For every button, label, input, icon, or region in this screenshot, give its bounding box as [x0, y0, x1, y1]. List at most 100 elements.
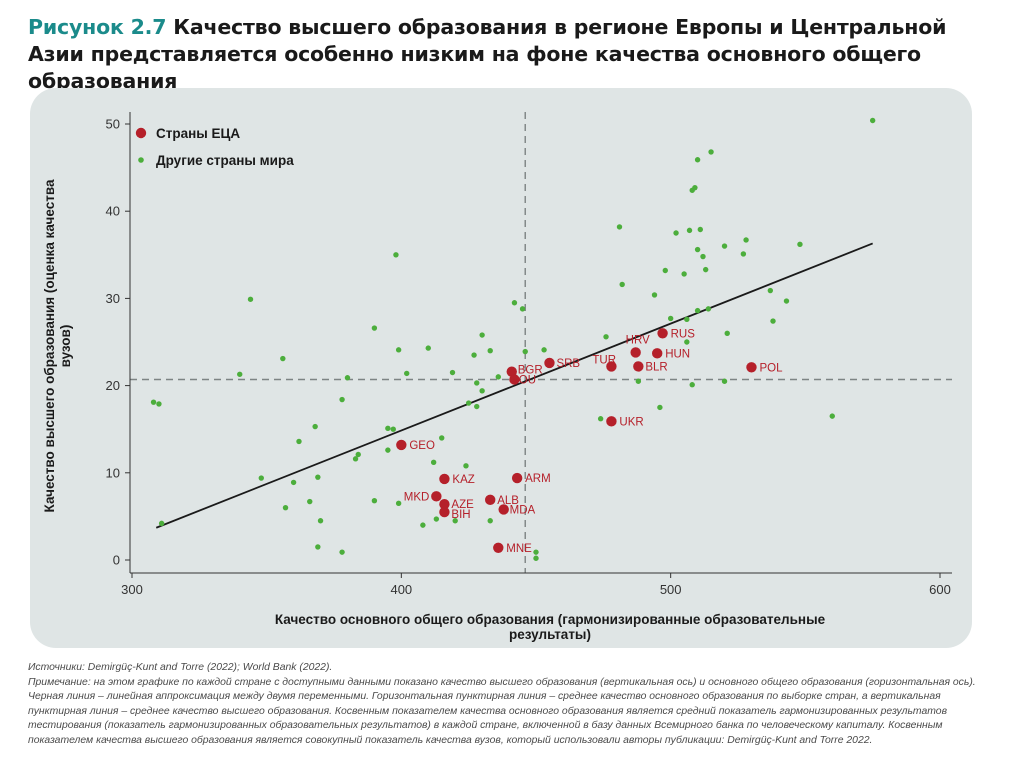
- note-text: Примечание: на этом графике по каждой ст…: [28, 676, 976, 746]
- eca-country-label: HRV: [626, 334, 650, 346]
- other-country-point: [767, 287, 774, 294]
- other-country-point: [686, 227, 693, 234]
- other-country-point: [724, 330, 730, 336]
- other-country-point: [395, 500, 402, 507]
- other-country-point: [673, 230, 679, 236]
- other-country-point: [258, 475, 264, 481]
- legend-other-marker: [138, 157, 144, 163]
- y-tick-label: 50: [106, 117, 120, 132]
- other-country-point: [684, 316, 690, 323]
- eca-country-point: [606, 361, 617, 372]
- eca-country-label: KAZ: [452, 474, 474, 486]
- other-country-point: [619, 281, 625, 288]
- other-country-point: [449, 369, 456, 376]
- other-country-point: [307, 498, 313, 505]
- x-tick-label: 600: [929, 582, 951, 597]
- other-country-point: [404, 370, 410, 377]
- y-tick-label: 10: [106, 465, 120, 480]
- legend: Страны ЕЦА Другие страны мира: [135, 126, 294, 168]
- other-country-point: [247, 296, 254, 302]
- other-country-point: [681, 271, 687, 277]
- other-country-point: [344, 375, 351, 381]
- axis-labels: Качество основного общего образования (г…: [42, 179, 826, 642]
- source-notes: Источники: Demirgüç-Kunt and Torre (2022…: [28, 661, 988, 749]
- other-country-point: [651, 292, 658, 298]
- sources-text: Источники: Demirgüç-Kunt and Torre (2022…: [28, 662, 333, 673]
- other-country-point: [694, 157, 701, 163]
- figure-title: Рисунок 2.7 Качество высшего образования…: [28, 14, 998, 95]
- eca-country-point: [485, 494, 496, 506]
- eca-country-point: [544, 357, 555, 369]
- legend-eca-label: Страны ЕЦА: [156, 126, 240, 141]
- other-country-point: [471, 352, 477, 358]
- other-country-point: [522, 348, 528, 355]
- other-country-point: [657, 404, 663, 411]
- other-country-point: [533, 549, 539, 555]
- other-country-point: [395, 347, 402, 353]
- scatter-chart: 0 10 20 30 40 50 300 400 500 600 RUS HRV HUN TUR BLR P…: [42, 112, 952, 642]
- eca-country-point: [431, 491, 442, 502]
- other-country-point: [533, 555, 539, 561]
- other-country-point: [339, 549, 345, 555]
- eca-country-point: [657, 328, 668, 339]
- eca-country-point: [630, 347, 641, 358]
- eca-country-point: [439, 473, 450, 485]
- other-country-point: [312, 423, 318, 430]
- other-country-point: [237, 371, 243, 377]
- eca-country-point: [498, 504, 509, 515]
- eca-country-point: [506, 366, 517, 377]
- other-country-point: [487, 518, 493, 524]
- other-country-point: [339, 396, 345, 403]
- eca-country-point: [633, 361, 644, 372]
- other-country-point: [385, 425, 391, 432]
- eca-country-label: BGR: [518, 365, 543, 377]
- y-tick-label: 20: [106, 378, 120, 393]
- other-country-point: [511, 300, 518, 306]
- other-country-point: [296, 438, 302, 445]
- trend-line: [155, 242, 873, 529]
- other-country-point: [479, 332, 485, 338]
- eca-country-point: [396, 439, 407, 451]
- other-countries-points: [150, 117, 876, 561]
- eca-country-label: BLR: [645, 361, 667, 373]
- eca-country-point: [439, 506, 450, 518]
- legend-eca-marker: [135, 127, 147, 139]
- other-country-point: [721, 243, 728, 249]
- eca-country-label: TUR: [592, 354, 616, 366]
- other-country-point: [393, 252, 399, 258]
- other-country-point: [280, 355, 286, 362]
- eca-country-label: GEO: [409, 440, 435, 452]
- eca-country-label: BIH: [451, 509, 470, 521]
- other-country-point: [465, 400, 472, 406]
- eca-country-label: RUS: [671, 328, 696, 340]
- other-country-point: [355, 451, 361, 458]
- other-country-point: [705, 306, 712, 312]
- eca-country-label: POL: [759, 362, 783, 374]
- other-country-point: [474, 380, 480, 386]
- other-country-point: [697, 226, 703, 233]
- eca-country-point: [511, 472, 523, 484]
- other-country-point: [158, 520, 165, 527]
- eca-country-point: [509, 374, 520, 385]
- linear-fit-line: [155, 242, 873, 529]
- other-country-point: [797, 241, 803, 248]
- x-axis-label: Качество основного общего образования (г…: [275, 612, 826, 642]
- other-country-point: [597, 416, 604, 422]
- chart-panel: 0 10 20 30 40 50 300 400 500 600 RUS HRV HUN TUR BLR P…: [30, 88, 972, 648]
- other-country-point: [635, 378, 642, 384]
- other-country-point: [770, 318, 776, 324]
- other-country-point: [829, 413, 835, 419]
- eca-country-point: [606, 416, 617, 427]
- eca-country-point: [746, 362, 757, 373]
- other-country-point: [317, 518, 324, 524]
- other-country-point: [474, 403, 480, 410]
- other-country-point: [487, 348, 493, 354]
- other-country-point: [694, 246, 701, 253]
- other-country-point: [684, 339, 690, 345]
- y-axis-label-line: вузов): [58, 325, 73, 368]
- other-country-point: [740, 251, 747, 257]
- eca-country-label: SRB: [556, 358, 580, 370]
- other-country-point: [371, 498, 378, 504]
- other-country-point: [495, 374, 501, 380]
